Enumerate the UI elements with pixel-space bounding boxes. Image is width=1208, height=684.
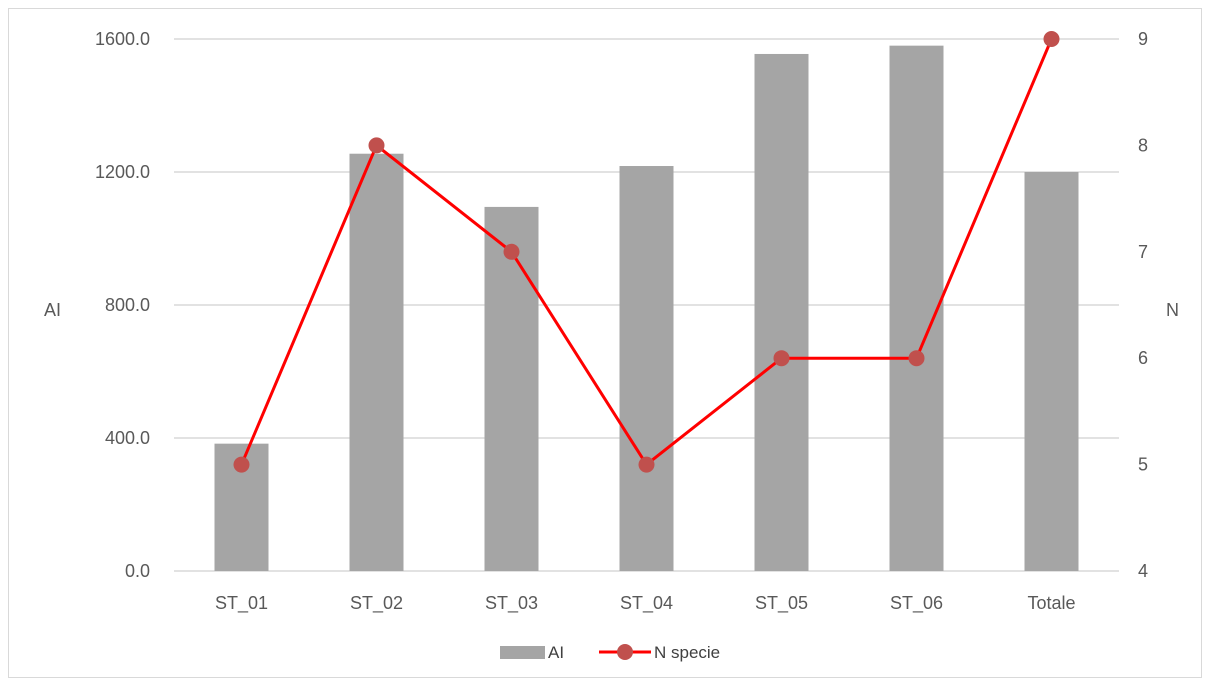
bar-ai — [619, 166, 674, 571]
right-axis-tick-label: 6 — [1138, 348, 1148, 368]
point-n-specie — [368, 137, 385, 154]
bar-series-ai — [214, 45, 1079, 571]
left-axis-tick-label: 1200.0 — [95, 162, 150, 182]
right-axis-ticks: 4 5 6 7 8 9 — [1138, 29, 1148, 581]
right-axis-tick-label: 4 — [1138, 561, 1148, 581]
bar-ai — [889, 45, 944, 571]
right-axis-tick-label: 9 — [1138, 29, 1148, 49]
line-series-n-specie — [233, 31, 1060, 473]
x-axis-tick-label: Totale — [1027, 593, 1075, 613]
bar-ai — [349, 153, 404, 571]
left-axis-ticks: 0.0 400.0 800.0 1200.0 1600.0 — [95, 29, 150, 581]
bar-ai — [754, 53, 809, 571]
point-n-specie — [773, 350, 790, 367]
bar-ai — [1024, 172, 1079, 571]
right-axis-tick-label: 5 — [1138, 455, 1148, 475]
left-axis-tick-label: 1600.0 — [95, 29, 150, 49]
x-axis-tick-label: ST_05 — [755, 593, 808, 614]
point-n-specie — [503, 243, 520, 260]
right-axis-title: N — [1166, 300, 1179, 320]
legend-swatch-ai — [500, 646, 545, 659]
legend-label-ai: AI — [548, 643, 564, 662]
point-n-specie — [908, 350, 925, 367]
point-n-specie — [638, 456, 655, 473]
point-n-specie — [233, 456, 250, 473]
right-axis-tick-label: 8 — [1138, 135, 1148, 155]
legend-marker-n-specie — [617, 644, 633, 660]
x-axis-tick-label: ST_03 — [485, 593, 538, 614]
point-n-specie — [1043, 31, 1060, 47]
legend: AI N specie — [500, 643, 720, 662]
x-axis-tick-label: ST_01 — [215, 593, 268, 614]
bar-ai — [484, 206, 539, 571]
left-axis-tick-label: 400.0 — [105, 428, 150, 448]
left-axis-title: AI — [44, 300, 61, 320]
left-axis-tick-label: 800.0 — [105, 295, 150, 315]
left-axis-tick-label: 0.0 — [125, 561, 150, 581]
legend-label-n-specie: N specie — [654, 643, 720, 662]
right-axis-tick-label: 7 — [1138, 242, 1148, 262]
x-axis-tick-label: ST_06 — [890, 593, 943, 614]
x-axis-ticks: ST_01 ST_02 ST_03 ST_04 ST_05 ST_06 Totale — [215, 593, 1076, 614]
x-axis-tick-label: ST_04 — [620, 593, 673, 614]
x-axis-tick-label: ST_02 — [350, 593, 403, 614]
